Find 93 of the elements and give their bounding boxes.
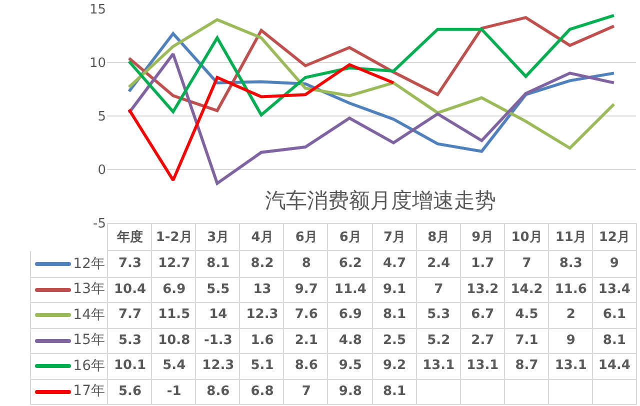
data-label: 13.1 xyxy=(416,353,461,380)
y-tick-label: -5 xyxy=(93,216,106,232)
data-label: 2.1 xyxy=(283,328,328,354)
data-label: 5.3 xyxy=(107,328,152,354)
data-label: 7 xyxy=(283,378,328,405)
data-label: 13.1 xyxy=(548,353,593,380)
data-label: 12.7 xyxy=(151,251,196,278)
x-tick-label: 3月 xyxy=(195,223,240,251)
x-tick-label: 12月 xyxy=(592,223,637,251)
data-label: 5.3 xyxy=(416,302,461,328)
data-label: 13.1 xyxy=(460,353,505,380)
data-label: -1.3 xyxy=(195,328,240,354)
data-label: 6.9 xyxy=(327,302,372,328)
data-label: 9.5 xyxy=(327,353,372,380)
data-label: 5.4 xyxy=(151,353,196,380)
line-series xyxy=(128,52,616,185)
legend-label: 15年 xyxy=(73,331,105,350)
x-tick-label: 11月 xyxy=(548,223,593,251)
data-label: 9 xyxy=(592,251,637,278)
data-label: 5.5 xyxy=(195,276,240,303)
data-label: 1.7 xyxy=(460,251,505,278)
data-label: 8.3 xyxy=(548,251,593,278)
data-label: 10.8 xyxy=(151,328,196,354)
data-label: 2 xyxy=(548,302,593,328)
text: 汽车消费额月度增速走势 xyxy=(264,188,496,212)
x-tick-label: 9月 xyxy=(460,223,505,251)
data-label: 4.7 xyxy=(372,251,417,278)
data-label: 7.6 xyxy=(283,302,328,328)
data-label: 9 xyxy=(548,328,593,354)
legend-label: 17年 xyxy=(73,382,105,400)
data-label: 9.8 xyxy=(327,378,372,405)
data-label: 6.1 xyxy=(592,302,637,328)
y-tick-label: 0 xyxy=(98,163,106,178)
data-label: -1 xyxy=(151,378,196,405)
x-tick-label: 8月 xyxy=(416,223,461,251)
data-label: 8.6 xyxy=(283,353,328,380)
legend-label: 16年 xyxy=(73,356,105,375)
data-label: 8.2 xyxy=(239,251,284,278)
data-label: 11.4 xyxy=(327,276,372,303)
data-label: 5.6 xyxy=(107,378,152,405)
data-label: 14.4 xyxy=(592,353,637,380)
x-tick-label: 4月 xyxy=(239,223,284,251)
data-label: 2.7 xyxy=(460,328,505,354)
x-tick-label: 6月 xyxy=(283,223,328,251)
legend-label: 14年 xyxy=(73,306,105,324)
data-label: 13 xyxy=(239,276,284,303)
legend-label: 12年 xyxy=(73,254,105,273)
data-label: 8.1 xyxy=(372,378,417,405)
data-label: 4.8 xyxy=(327,328,372,354)
data-label: 14 xyxy=(195,302,240,328)
data-label: 7 xyxy=(504,251,549,278)
x-tick-label: 6月 xyxy=(327,223,372,251)
x-tick-label: 7月 xyxy=(372,223,417,251)
data-label: 4.5 xyxy=(504,302,549,328)
data-label: 11.6 xyxy=(548,276,593,303)
data-label: 7.7 xyxy=(107,302,152,328)
y-tick-label: 15 xyxy=(89,2,106,18)
data-label: 8 xyxy=(283,251,328,278)
data-label: 8.7 xyxy=(504,353,549,380)
data-label: 9.2 xyxy=(372,353,417,380)
data-label: 7 xyxy=(416,276,461,303)
data-label: 6.8 xyxy=(239,378,284,405)
data-label: 13.4 xyxy=(592,276,637,303)
data-label: 6.7 xyxy=(460,302,505,328)
data-label: 12.3 xyxy=(239,302,284,328)
data-label: 9.7 xyxy=(283,276,328,303)
y-tick-label: 10 xyxy=(89,56,106,72)
data-label: 8.6 xyxy=(195,378,240,405)
data-label: 14.2 xyxy=(504,276,549,303)
data-label: 7.3 xyxy=(107,251,152,278)
data-label: 10.1 xyxy=(107,353,152,380)
data-label: 13.2 xyxy=(460,276,505,303)
data-label: 8.1 xyxy=(372,302,417,328)
data-label: 10.4 xyxy=(107,276,152,303)
x-tick-label: 10月 xyxy=(504,223,549,251)
data-label: 6.2 xyxy=(327,251,372,278)
data-label: 2.4 xyxy=(416,251,461,278)
x-tick-label: 1-2月 xyxy=(151,223,196,251)
data-label: 8.1 xyxy=(592,328,637,354)
data-label: 7.1 xyxy=(504,328,549,354)
data-label: 8.1 xyxy=(195,251,240,278)
y-tick-label: 5 xyxy=(98,110,106,125)
data-label: 6.9 xyxy=(151,276,196,303)
data-label: 5.1 xyxy=(239,353,284,380)
data-label: 5.2 xyxy=(416,328,461,354)
legend-label: 13年 xyxy=(73,280,105,298)
x-tick-label: 年度 xyxy=(107,223,152,251)
data-label: 1.6 xyxy=(239,328,284,354)
data-label: 12.3 xyxy=(195,353,240,380)
data-label: 2.5 xyxy=(372,328,417,354)
line-series xyxy=(128,63,396,182)
data-label: 11.5 xyxy=(151,302,196,328)
data-label: 9.1 xyxy=(372,276,417,303)
